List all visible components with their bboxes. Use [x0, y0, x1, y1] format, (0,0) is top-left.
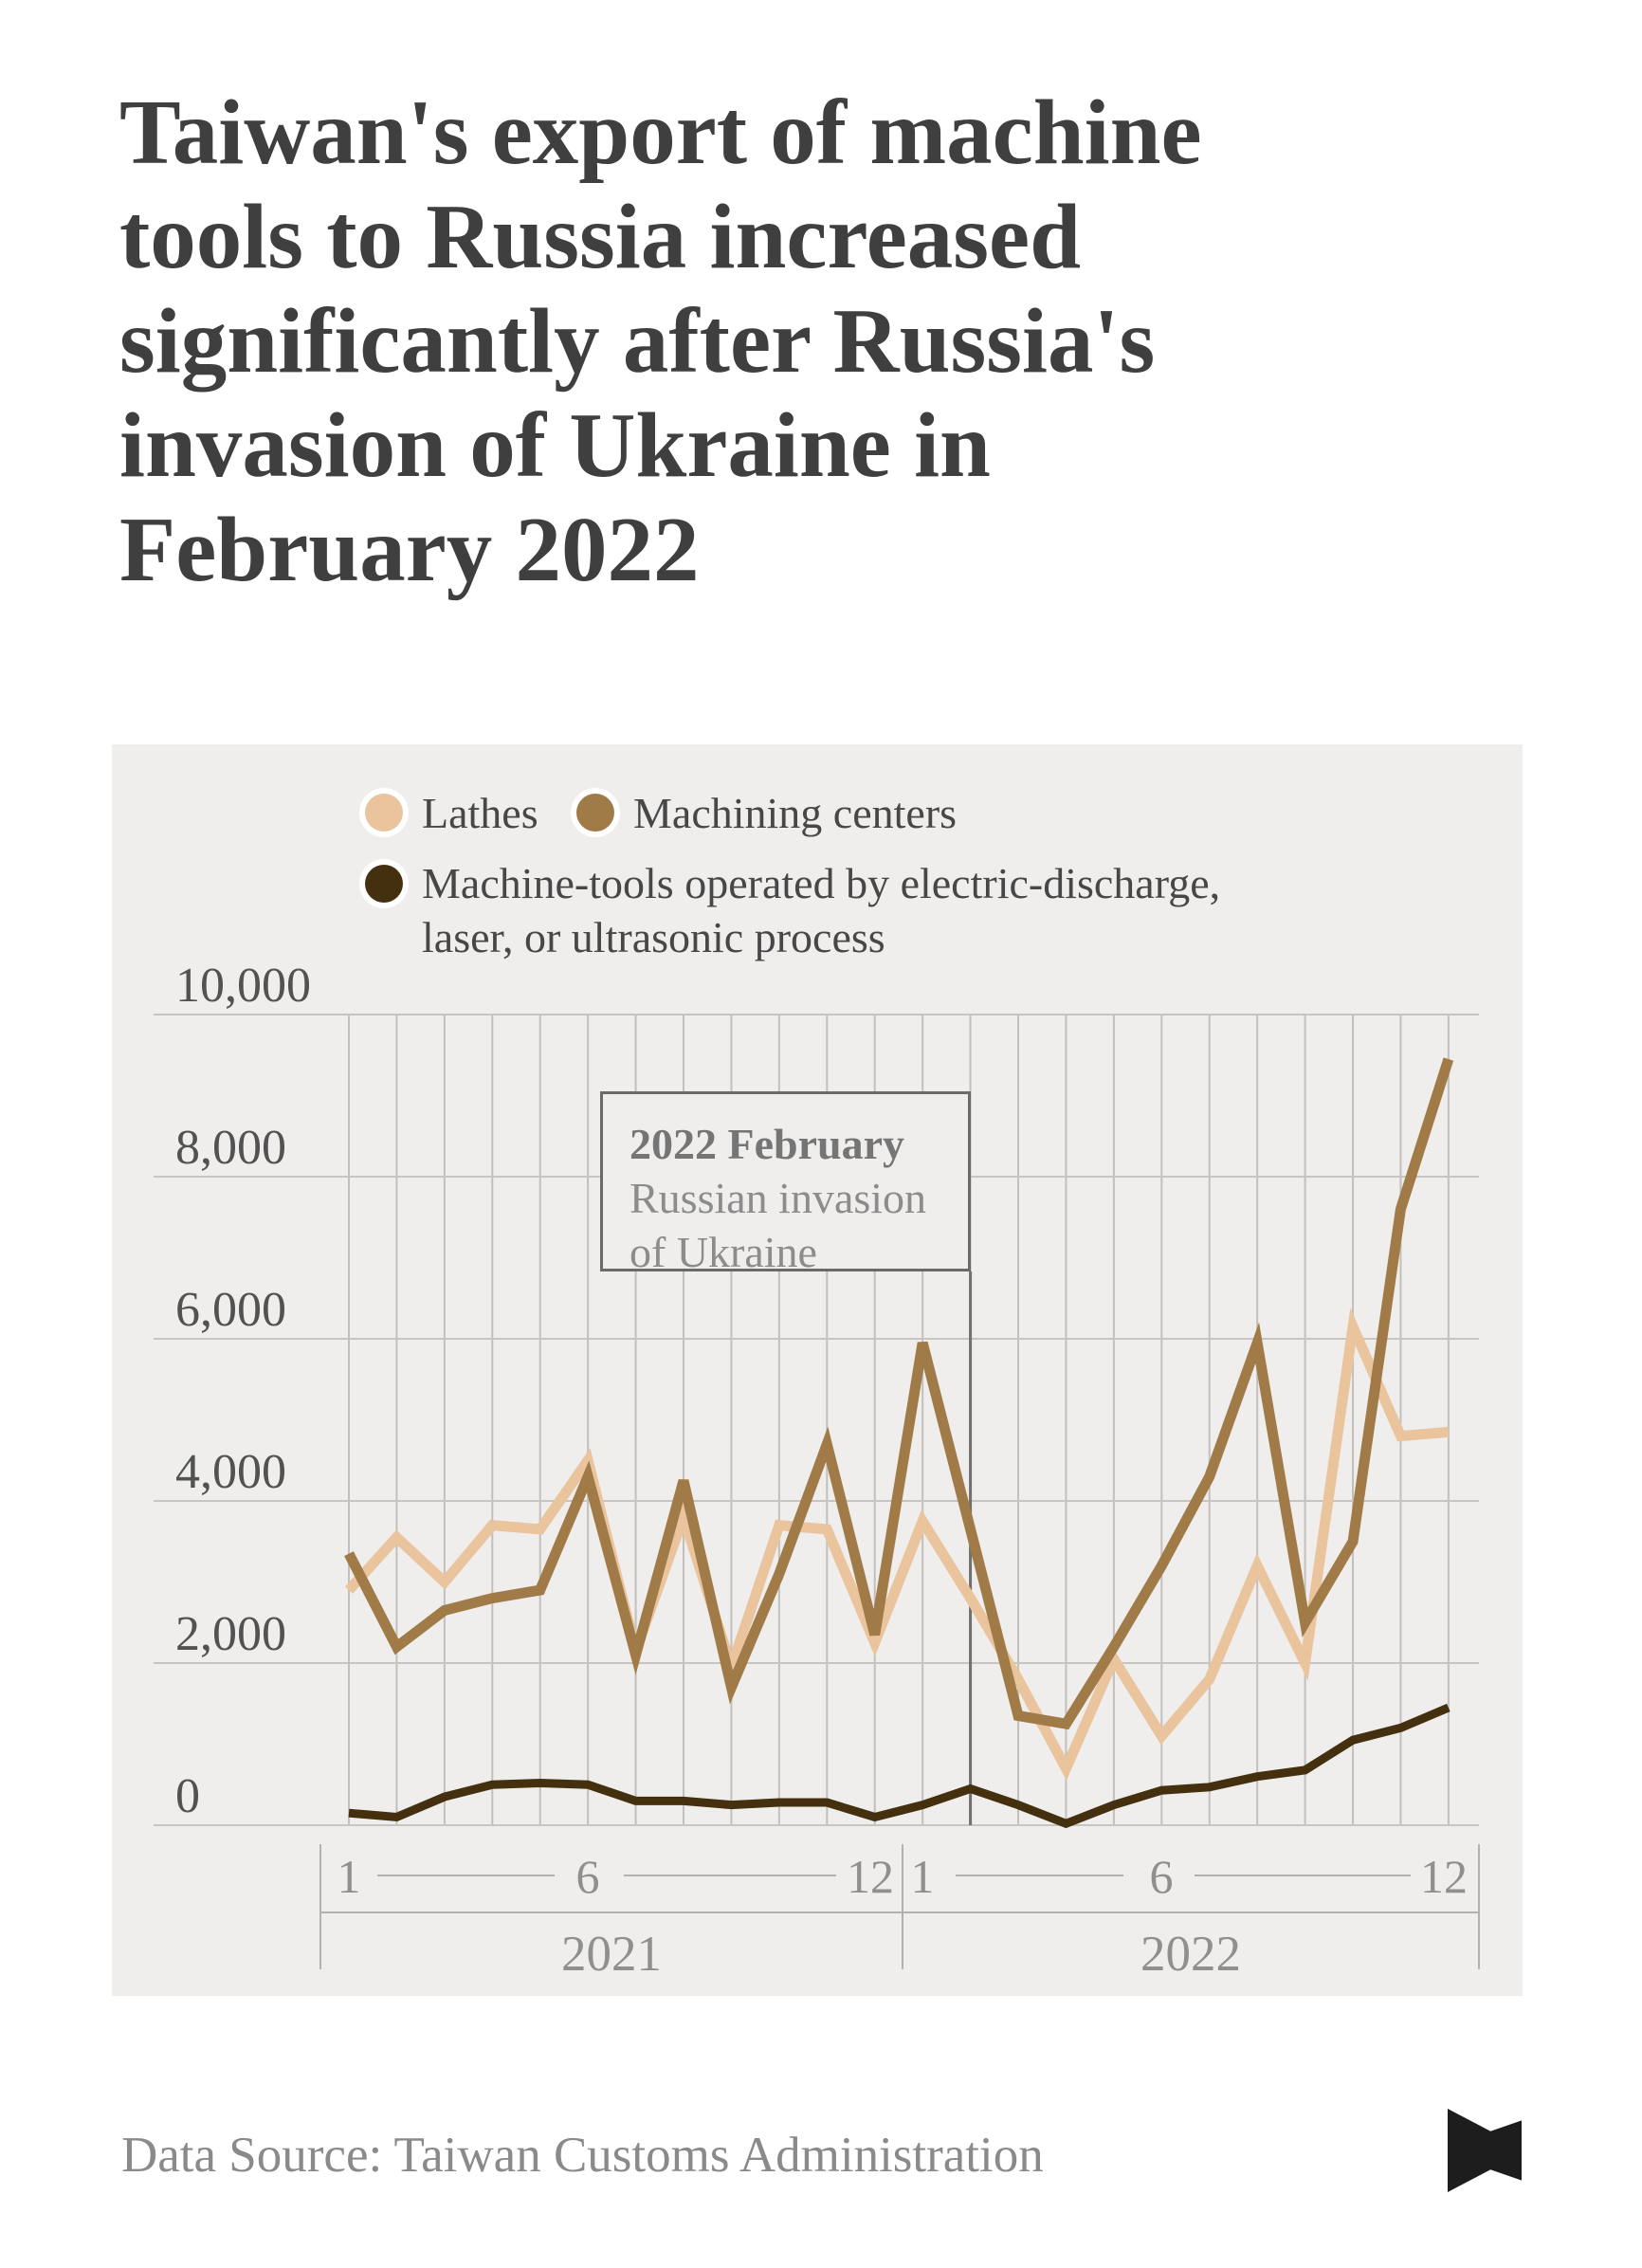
initium-flag-logo [1448, 2109, 1522, 2192]
chart-canvas [154, 1014, 1479, 1829]
x-tick-2022-jun: 6 [1149, 1850, 1174, 1903]
legend-dot-lathes [359, 788, 409, 837]
x-axis-year-rail [320, 1911, 1479, 1913]
legend-label-electric-discharge: Machine-tools operated by electric-disch… [422, 856, 1220, 964]
lathes-color-swatch-icon [365, 794, 403, 832]
x-axis-divider-right [1478, 1844, 1480, 1969]
legend-dot-machining-centers [571, 788, 620, 837]
data-source-note: Data Source: Taiwan Customs Administrati… [121, 2128, 1044, 2183]
y-tick-8000: 8,000 [175, 1121, 286, 1175]
y-tick-10000: 10,000 [175, 959, 311, 1013]
x-tick-2022-jan: 1 [910, 1850, 935, 1903]
electric-discharge-color-swatch-icon [365, 865, 403, 903]
x-tick-2022-dec: 12 [1420, 1850, 1468, 1903]
series-line-machine-tools-operated-by-electric-disch [348, 1703, 1450, 1829]
page-title: Taiwan's export of machine tools to Russ… [119, 81, 1560, 602]
title-line-4: invasion of Ukraine in [119, 394, 991, 496]
x-tick-2021-jun: 6 [575, 1850, 600, 1903]
legend-dot-electric-discharge [359, 859, 409, 908]
legend-label-electric-line1: Machine-tools operated by electric-disch… [422, 859, 1221, 907]
legend-label-electric-line2: laser, or ultrasonic process [422, 913, 885, 961]
annotation-body-line1: Russian invasion [629, 1174, 927, 1222]
series-line-lathes [344, 1308, 1450, 1781]
x-year-label-2021: 2021 [561, 1927, 662, 1982]
title-line-5: February 2022 [119, 499, 700, 600]
month-connector-2 [624, 1875, 836, 1876]
x-axis-divider-left [319, 1844, 321, 1969]
machining-centers-color-swatch-icon [576, 794, 614, 832]
x-tick-2021-dec: 12 [847, 1850, 894, 1903]
month-connector-4 [1195, 1875, 1411, 1876]
x-year-label-2022: 2022 [1140, 1927, 1241, 1982]
legend-label-lathes: Lathes [422, 789, 538, 837]
title-line-2: tools to Russia increased [119, 186, 1082, 287]
chart-card [112, 744, 1523, 1996]
annotation-body-line2: of Ukraine [629, 1228, 817, 1276]
month-connector-3 [956, 1875, 1123, 1876]
y-tick-2000: 2,000 [175, 1607, 286, 1661]
legend-label-machining-centers: Machining centers [633, 789, 958, 837]
y-tick-4000: 4,000 [175, 1445, 286, 1499]
x-tick-2021-jan: 1 [337, 1850, 361, 1903]
series-line-machining-centers [344, 1057, 1454, 1730]
x-axis-divider-middle [902, 1844, 903, 1969]
annotation-box: 2022 February Russian invasion of Ukrain… [600, 1091, 971, 1276]
y-tick-0: 0 [175, 1769, 200, 1823]
y-tick-6000: 6,000 [175, 1283, 286, 1337]
annotation-title: 2022 February [629, 1120, 905, 1168]
title-line-3: significantly after Russia's [119, 290, 1156, 392]
month-connector-1 [377, 1875, 555, 1876]
title-line-1: Taiwan's export of machine [119, 82, 1202, 183]
